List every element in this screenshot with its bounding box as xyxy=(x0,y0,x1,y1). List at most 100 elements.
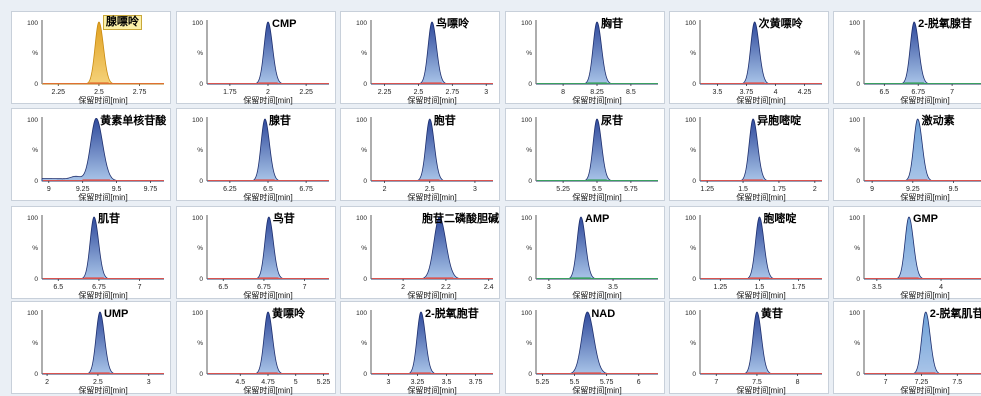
chromatogram-panel: 100% 0 2 2.5 3 保留时间[min] UMP xyxy=(11,301,171,395)
x-tick-label: 2.5 xyxy=(94,89,104,96)
y-tick-label: % xyxy=(690,147,696,154)
peak-area xyxy=(371,118,493,182)
x-axis-label: 保留时间[min] xyxy=(736,95,785,105)
x-tick-label: 6.75 xyxy=(299,186,313,193)
y-tick-label: 100 xyxy=(27,20,38,27)
x-tick-label: 4 xyxy=(939,284,943,291)
x-axis-label: 保留时间[min] xyxy=(572,290,621,300)
peak-compound-label: 胞苷 xyxy=(433,115,456,127)
y-tick-label: 0 xyxy=(856,371,860,378)
y-tick-label: 0 xyxy=(34,81,38,88)
chromatogram-panel: 100% 0 6.5 6.75 7 保留时间[min] 肌苷 xyxy=(11,206,171,300)
x-tick-label: 3 xyxy=(147,379,151,386)
x-tick-label: 1.75 xyxy=(792,284,806,291)
chromatogram-svg: 100% 0 6.25 6.5 6.75 保留时间[min] xyxy=(192,117,329,202)
chromatogram-panel: 100% 0 9 9.25 9.5 保留时间[min] 激动素 xyxy=(833,108,981,202)
x-axis-label: 保留时间[min] xyxy=(572,192,621,202)
chromatogram-panel: 100% 0 4.5 4.75 5 5.25 保留时间[min] 黄嘌呤 xyxy=(176,301,336,395)
y-tick-label: % xyxy=(854,245,860,252)
x-tick-label: 7.25 xyxy=(915,379,929,386)
x-tick-label: 6 xyxy=(637,379,641,386)
x-tick-label: 7.5 xyxy=(952,379,962,386)
x-tick-label: 9 xyxy=(47,186,51,193)
chromatogram-panel: 100% 0 3 3.25 3.5 3.75 保留时间[min] 2-脱氧胞苷 xyxy=(340,301,500,395)
chromatogram-panel: 100% 0 1.75 2 2.25 保留时间[min] CMP xyxy=(176,11,336,105)
y-tick-label: 100 xyxy=(356,215,367,222)
y-tick-label: % xyxy=(690,340,696,347)
chromatogram-panel: 100% 0 2 2.2 2.4 保留时间[min] 胞苷二磷酸胆碱 xyxy=(340,206,500,300)
x-axis-label: 保留时间[min] xyxy=(407,290,456,300)
x-axis-label: 保留时间[min] xyxy=(407,385,456,395)
x-tick-label: 3.5 xyxy=(608,284,618,291)
y-tick-label: 100 xyxy=(192,215,203,222)
peak-area xyxy=(371,21,493,85)
x-tick-label: 5.25 xyxy=(556,186,570,193)
x-tick-label: 6.5 xyxy=(879,89,889,96)
x-tick-label: 1.25 xyxy=(714,284,728,291)
peak-area xyxy=(536,21,658,85)
chromatogram-panel: 100% 0 3 3.5 保留时间[min] AMP xyxy=(505,206,665,300)
x-tick-label: 3 xyxy=(386,379,390,386)
y-tick-label: % xyxy=(32,245,38,252)
x-tick-label: 2 xyxy=(401,284,405,291)
x-tick-label: 2.25 xyxy=(51,89,65,96)
y-tick-label: 100 xyxy=(849,310,860,317)
x-tick-label: 5 xyxy=(294,379,298,386)
x-tick-label: 4.25 xyxy=(798,89,812,96)
peak-area xyxy=(864,216,981,280)
y-tick-label: 0 xyxy=(856,81,860,88)
y-tick-label: 100 xyxy=(685,20,696,27)
y-tick-label: % xyxy=(32,147,38,154)
x-tick-label: 8 xyxy=(796,379,800,386)
x-axis-label: 保留时间[min] xyxy=(78,290,127,300)
peak-area xyxy=(207,118,329,182)
x-axis-label: 保留时间[min] xyxy=(900,385,949,395)
y-tick-label: 0 xyxy=(34,371,38,378)
chromatogram-panel: 100% 0 5.25 5.5 5.75 6 保留时间[min] NAD xyxy=(505,301,665,395)
y-tick-label: 0 xyxy=(34,276,38,283)
x-axis-label: 保留时间[min] xyxy=(900,192,949,202)
y-tick-label: 0 xyxy=(199,81,203,88)
y-tick-label: 100 xyxy=(27,215,38,222)
peak-compound-label: 鸟苷 xyxy=(272,213,295,225)
x-tick-label: 7 xyxy=(950,89,954,96)
chromatogram-svg: 100% 0 2 2.2 2.4 保留时间[min] xyxy=(356,215,494,300)
x-tick-label: 4.75 xyxy=(261,379,275,386)
x-tick-label: 9.5 xyxy=(949,186,959,193)
peak-compound-label: CMP xyxy=(272,18,297,30)
peak-area xyxy=(700,21,822,85)
y-tick-label: 0 xyxy=(528,371,532,378)
y-tick-label: % xyxy=(197,340,203,347)
peak-area xyxy=(536,216,658,280)
x-tick-label: 7 xyxy=(884,379,888,386)
y-tick-label: 100 xyxy=(521,20,532,27)
peak-area xyxy=(864,21,981,85)
peak-area xyxy=(42,311,164,375)
x-axis-label: 保留时间[min] xyxy=(243,192,292,202)
y-tick-label: % xyxy=(854,50,860,57)
y-tick-label: 0 xyxy=(856,276,860,283)
y-tick-label: % xyxy=(361,50,367,57)
peak-compound-label: 黄苷 xyxy=(760,308,783,320)
y-tick-label: 100 xyxy=(521,215,532,222)
x-axis-label: 保留时间[min] xyxy=(736,192,785,202)
peak-area xyxy=(700,216,822,280)
y-tick-label: 0 xyxy=(528,81,532,88)
y-tick-label: 0 xyxy=(528,276,532,283)
x-axis-label: 保留时间[min] xyxy=(736,290,785,300)
peak-area xyxy=(864,311,981,375)
peak-compound-label: 异胞嘧啶 xyxy=(757,115,802,127)
chromatogram-svg: 100% 0 3 3.25 3.5 3.75 保留时间[min] xyxy=(356,310,493,395)
y-tick-label: % xyxy=(690,245,696,252)
y-tick-label: 100 xyxy=(356,20,367,27)
y-tick-label: 0 xyxy=(528,178,532,185)
y-tick-label: 100 xyxy=(685,117,696,124)
x-axis-label: 保留时间[min] xyxy=(407,192,456,202)
peak-area xyxy=(700,311,822,375)
y-tick-label: 100 xyxy=(192,310,203,317)
chromatogram-svg: 100% 0 1.25 1.5 1.75 2 保留时间[min] xyxy=(685,117,822,202)
x-tick-label: 9 xyxy=(870,186,874,193)
chromatogram-svg: 100% 0 6.5 6.75 7 保留时间[min] xyxy=(192,215,329,300)
